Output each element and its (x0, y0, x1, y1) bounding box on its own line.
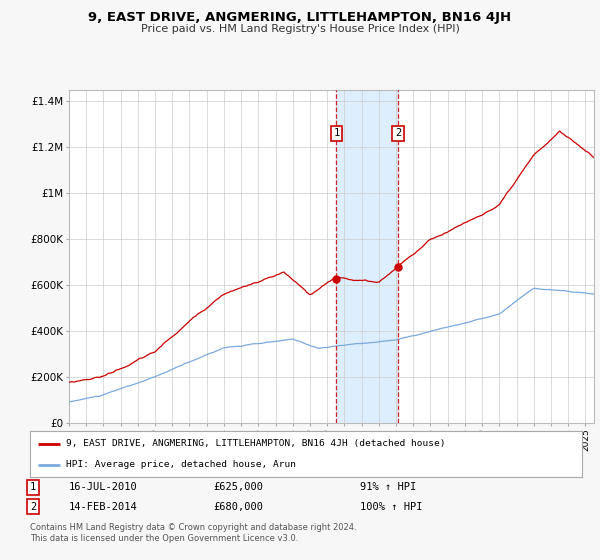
Text: 16-JUL-2010: 16-JUL-2010 (69, 482, 138, 492)
Text: 14-FEB-2014: 14-FEB-2014 (69, 502, 138, 512)
Text: Contains HM Land Registry data © Crown copyright and database right 2024.: Contains HM Land Registry data © Crown c… (30, 523, 356, 532)
Text: HPI: Average price, detached house, Arun: HPI: Average price, detached house, Arun (66, 460, 296, 469)
Text: Price paid vs. HM Land Registry's House Price Index (HPI): Price paid vs. HM Land Registry's House … (140, 24, 460, 34)
Text: 2: 2 (395, 128, 401, 138)
Text: 1: 1 (334, 128, 340, 138)
Text: £625,000: £625,000 (213, 482, 263, 492)
Text: 9, EAST DRIVE, ANGMERING, LITTLEHAMPTON, BN16 4JH: 9, EAST DRIVE, ANGMERING, LITTLEHAMPTON,… (88, 11, 512, 24)
Text: 91% ↑ HPI: 91% ↑ HPI (360, 482, 416, 492)
Text: 9, EAST DRIVE, ANGMERING, LITTLEHAMPTON, BN16 4JH (detached house): 9, EAST DRIVE, ANGMERING, LITTLEHAMPTON,… (66, 439, 445, 448)
Text: 1: 1 (30, 482, 36, 492)
Text: 100% ↑ HPI: 100% ↑ HPI (360, 502, 422, 512)
Text: This data is licensed under the Open Government Licence v3.0.: This data is licensed under the Open Gov… (30, 534, 298, 543)
Text: £680,000: £680,000 (213, 502, 263, 512)
Bar (337, 90, 398, 423)
Text: 2: 2 (30, 502, 36, 512)
